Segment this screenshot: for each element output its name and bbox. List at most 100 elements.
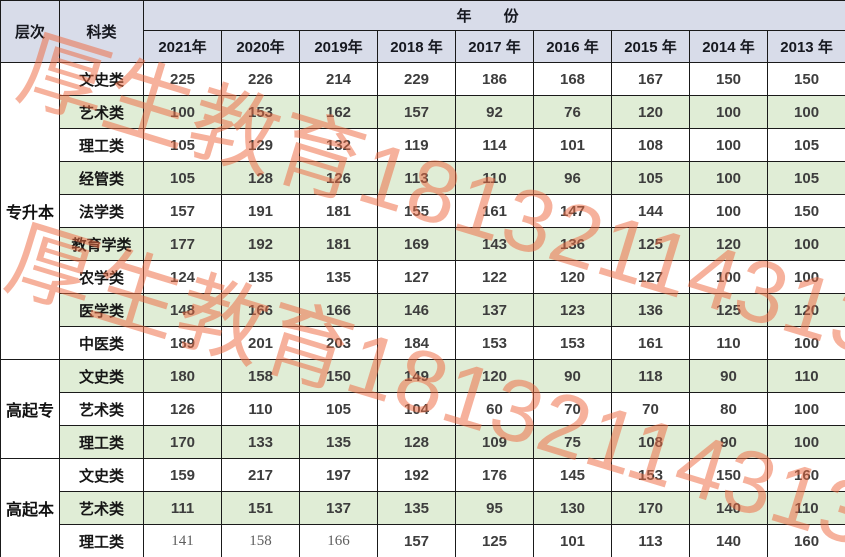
- year-header-cell: 2021年: [143, 30, 222, 63]
- level-cell: 高起本: [0, 458, 60, 557]
- score-cell: 161: [455, 194, 534, 228]
- score-cell: 217: [221, 458, 300, 492]
- score-cell: 225: [143, 62, 222, 96]
- score-cell: 100: [689, 161, 768, 195]
- score-cell: 143: [455, 227, 534, 261]
- level-cell: 高起专: [0, 359, 60, 459]
- score-cell: 110: [766, 359, 845, 393]
- score-cell: 100: [766, 425, 845, 459]
- score-cell: 191: [221, 194, 300, 228]
- score-cell: 110: [766, 491, 845, 525]
- score-cell: 120: [533, 260, 612, 294]
- category-cell: 医学类: [59, 293, 144, 327]
- score-cell: 70: [611, 392, 690, 426]
- score-cell: 153: [533, 326, 612, 360]
- year-header-cell: 2014 年: [689, 30, 768, 63]
- score-cell: 203: [299, 326, 378, 360]
- score-cell: 118: [611, 359, 690, 393]
- score-cell: 170: [143, 425, 222, 459]
- category-cell: 理工类: [59, 524, 144, 557]
- score-cell: 100: [766, 227, 845, 261]
- year-header-cell: 2015 年: [611, 30, 690, 63]
- score-cell: 189: [143, 326, 222, 360]
- score-cell: 192: [377, 458, 456, 492]
- score-cell: 127: [377, 260, 456, 294]
- score-cell: 100: [689, 260, 768, 294]
- score-cell: 136: [533, 227, 612, 261]
- table-row: 农学类 124 135 135 127 122 120 127 100 100: [1, 260, 845, 294]
- category-cell: 教育学类: [59, 227, 144, 261]
- table-row: 教育学类 177 192 181 169 143 136 125 120 100: [1, 227, 845, 261]
- table-row: 中医类 189 201 203 184 153 153 161 110 100: [1, 326, 845, 360]
- score-cell: 184: [377, 326, 456, 360]
- score-cell: 150: [299, 359, 378, 393]
- score-cell: 160: [766, 458, 845, 492]
- score-cell: 150: [766, 194, 845, 228]
- score-cell: 151: [221, 491, 300, 525]
- score-cell: 95: [455, 491, 534, 525]
- score-cell: 166: [221, 293, 300, 327]
- score-cell: 105: [766, 128, 845, 162]
- score-cell: 130: [533, 491, 612, 525]
- score-cell: 100: [143, 95, 222, 129]
- score-cell: 153: [221, 95, 300, 129]
- table-row: 艺术类 126 110 105 104 60 70 70 80 100: [1, 392, 845, 426]
- category-cell: 理工类: [59, 128, 144, 162]
- year-header-cell: 2020年: [221, 30, 300, 63]
- score-cell: 167: [611, 62, 690, 96]
- score-cell: 229: [377, 62, 456, 96]
- score-cell: 92: [455, 95, 534, 129]
- table-row: 理工类 141 158 166 157 125 101 113 140 160: [1, 524, 845, 557]
- category-cell: 艺术类: [59, 95, 144, 129]
- score-cell: 105: [143, 128, 222, 162]
- table-row: 经管类 105 128 126 113 110 96 105 100 105: [1, 161, 845, 195]
- score-cell: 197: [299, 458, 378, 492]
- score-cell: 90: [533, 359, 612, 393]
- score-cell: 176: [455, 458, 534, 492]
- score-cell: 135: [299, 260, 378, 294]
- score-cell: 105: [766, 161, 845, 195]
- category-cell: 经管类: [59, 161, 144, 195]
- score-cell: 120: [689, 227, 768, 261]
- score-cell: 120: [455, 359, 534, 393]
- category-cell: 农学类: [59, 260, 144, 294]
- score-cell: 137: [299, 491, 378, 525]
- score-cell: 147: [533, 194, 612, 228]
- year-header-cell: 2018 年: [377, 30, 456, 63]
- score-cell: 100: [689, 95, 768, 129]
- score-cell: 76: [533, 95, 612, 129]
- score-cell: 128: [221, 161, 300, 195]
- score-cell: 149: [377, 359, 456, 393]
- score-cell: 166: [299, 293, 378, 327]
- score-cell: 125: [455, 524, 534, 557]
- year-header-cell: 2019年: [299, 30, 378, 63]
- score-cell: 140: [689, 491, 768, 525]
- score-cell: 108: [611, 425, 690, 459]
- table-row: 理工类 170 133 135 128 109 75 108 90 100: [1, 425, 845, 459]
- score-cell: 80: [689, 392, 768, 426]
- score-cell: 192: [221, 227, 300, 261]
- score-cell: 110: [455, 161, 534, 195]
- score-cell: 119: [377, 128, 456, 162]
- score-cell: 101: [533, 128, 612, 162]
- score-cell: 113: [611, 524, 690, 557]
- score-cell: 158: [221, 524, 300, 557]
- score-cell: 137: [455, 293, 534, 327]
- score-cell: 109: [455, 425, 534, 459]
- score-cell: 150: [689, 458, 768, 492]
- score-cell: 120: [611, 95, 690, 129]
- score-cell: 90: [689, 425, 768, 459]
- score-cell: 100: [766, 260, 845, 294]
- score-cell: 136: [611, 293, 690, 327]
- score-cell: 214: [299, 62, 378, 96]
- table-row: 艺术类 100 153 162 157 92 76 120 100 100: [1, 95, 845, 129]
- score-cell: 100: [766, 326, 845, 360]
- category-cell: 艺术类: [59, 491, 144, 525]
- score-cell: 145: [533, 458, 612, 492]
- table-row: 高起本 文史类 159 217 197 192 176 145 153 150 160: [0, 458, 845, 557]
- score-cell: 120: [766, 293, 845, 327]
- score-cell: 150: [766, 62, 845, 96]
